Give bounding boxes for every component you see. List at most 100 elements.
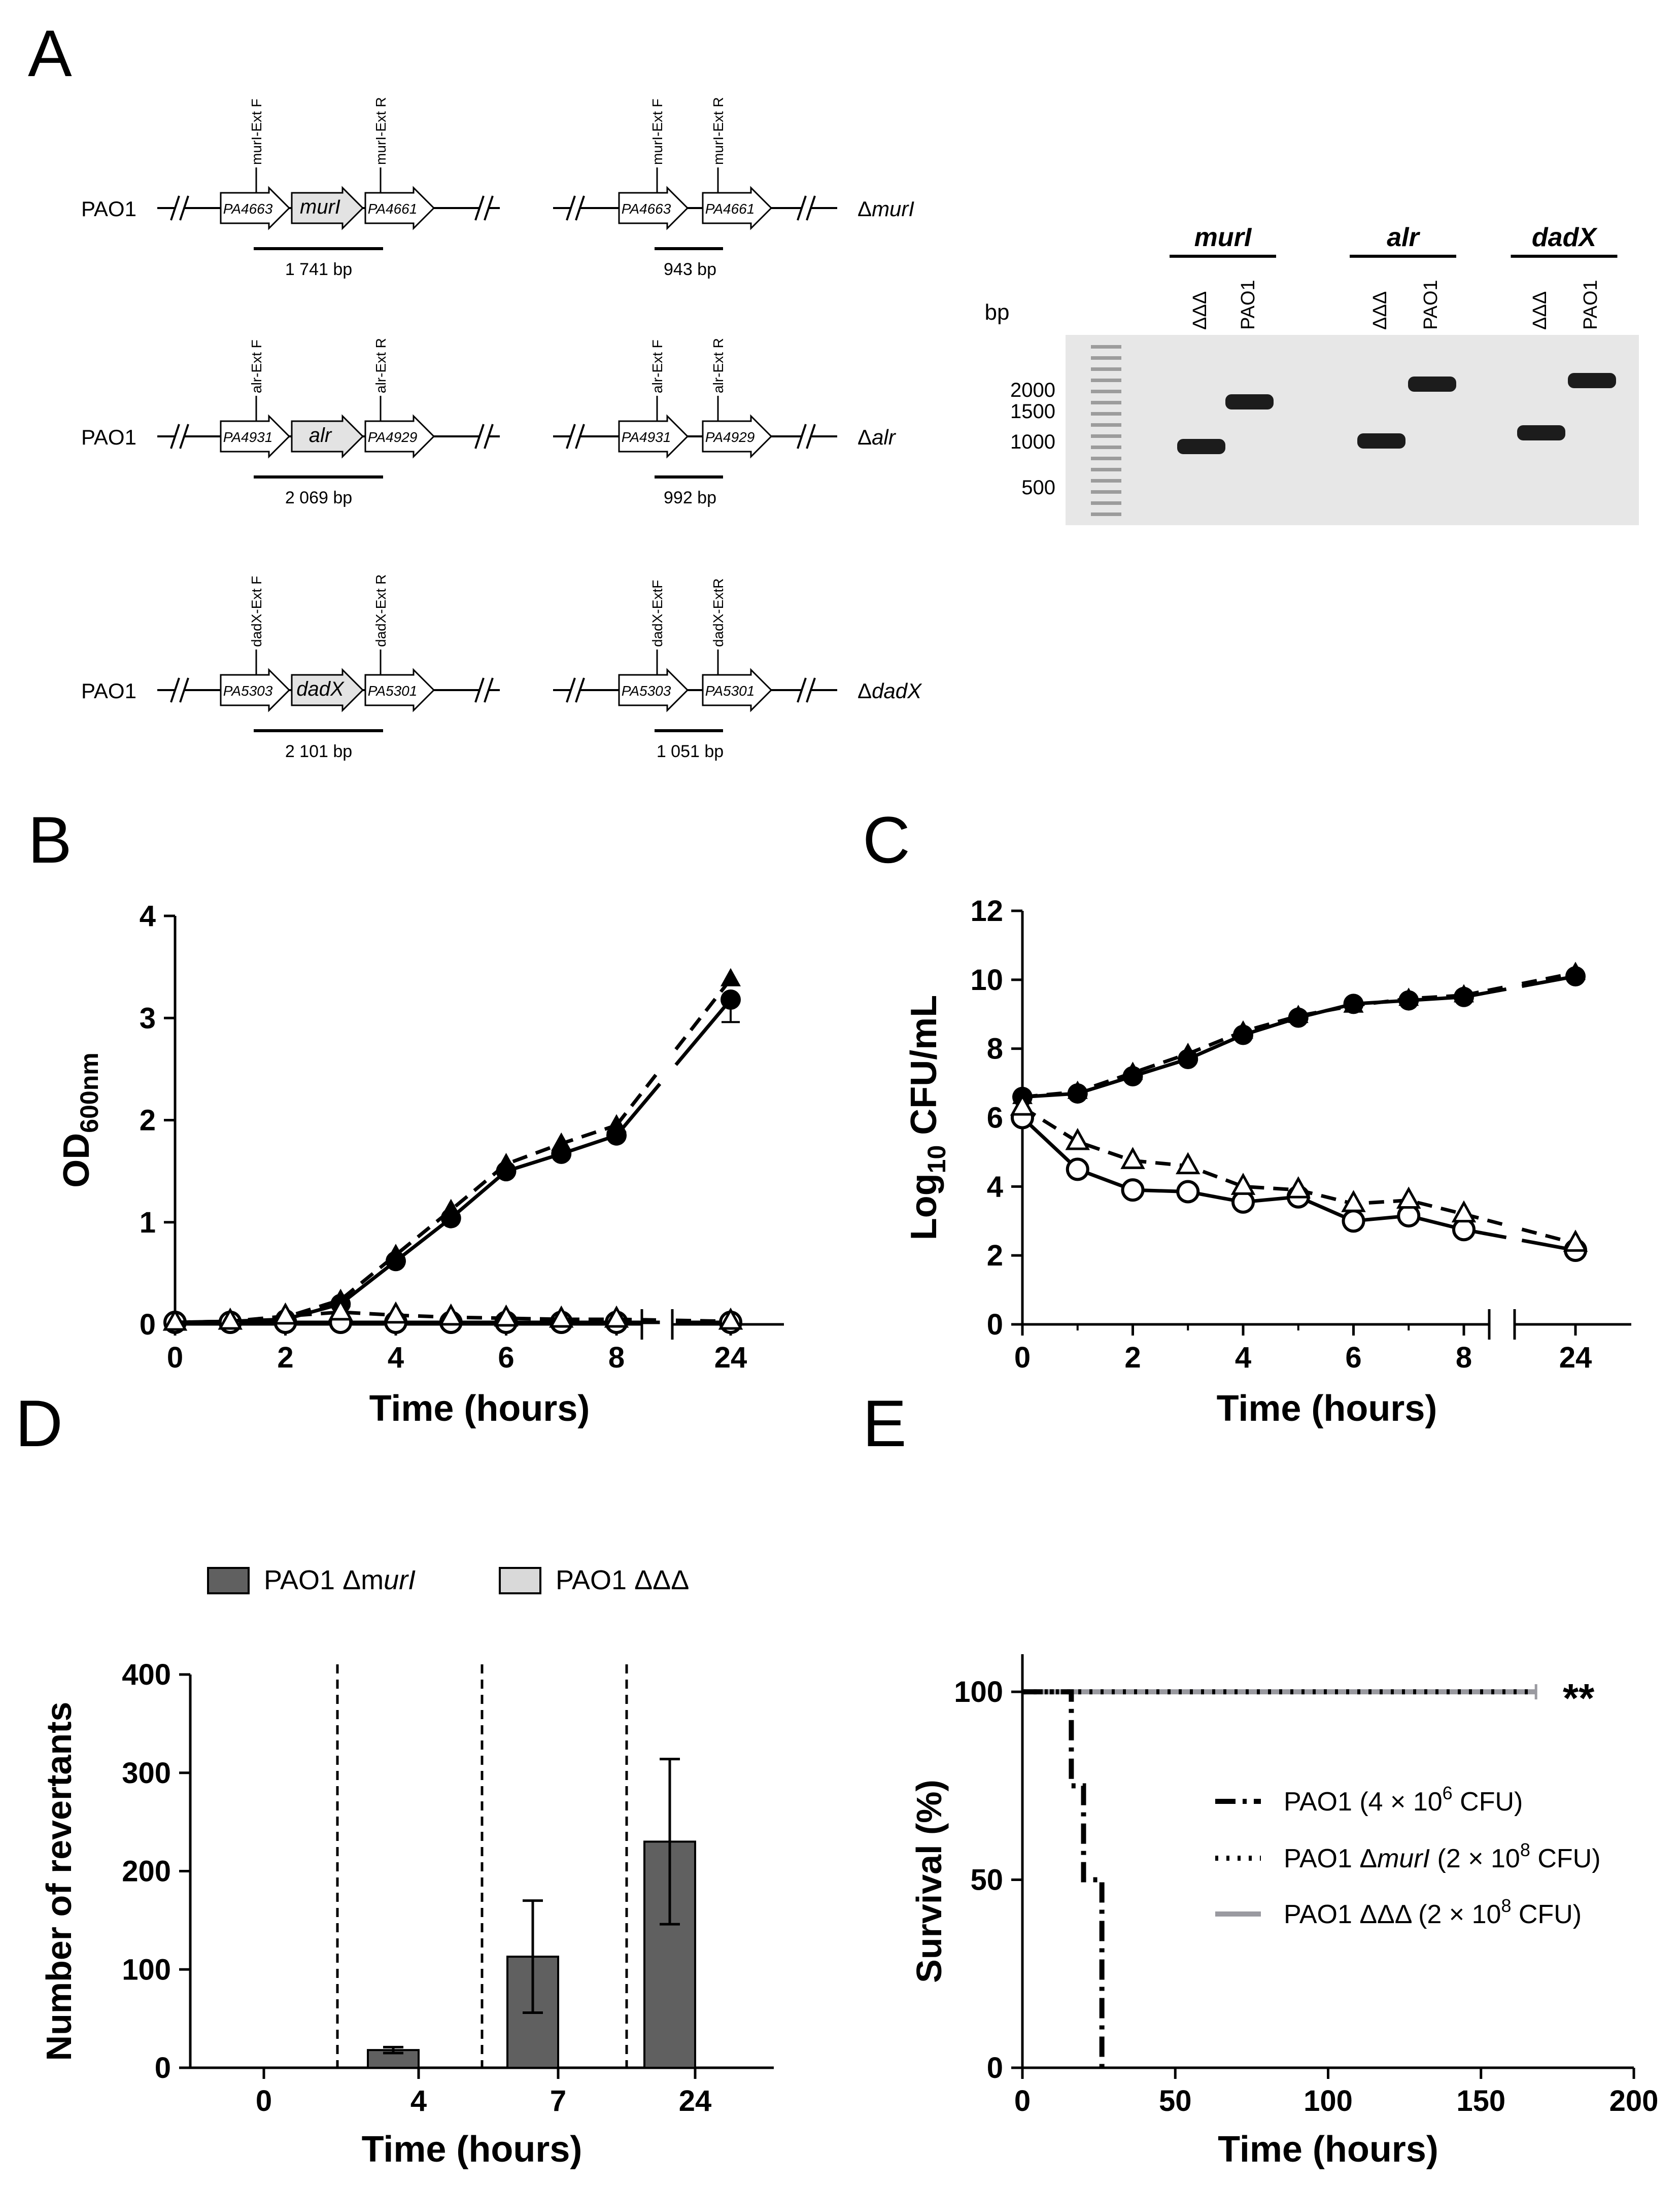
x-tick-label: 7	[550, 2085, 566, 2117]
gel-group-label: alr	[1387, 223, 1420, 252]
x-tick-label: 24	[1559, 1341, 1592, 1374]
break-mark	[806, 195, 816, 221]
panel-label-d: D	[15, 1386, 63, 1460]
mutant-label-gene: murI	[872, 197, 914, 221]
break-mark	[484, 677, 494, 703]
mutant-label: ΔdadX	[858, 679, 922, 703]
gene-arrow-right	[702, 414, 773, 459]
legend-label-superscript: 8	[1520, 1839, 1530, 1860]
data-point	[1178, 1042, 1198, 1061]
data-point	[718, 1307, 743, 1330]
break-mark	[170, 677, 180, 703]
gel-sample-bands	[1177, 373, 1616, 454]
series-line	[1521, 1227, 1576, 1245]
break-mark	[179, 195, 189, 221]
data-point	[1065, 1127, 1090, 1150]
break-mark	[806, 424, 816, 449]
data-point	[330, 1288, 351, 1307]
panel-label-e: E	[863, 1386, 907, 1460]
data-point	[1233, 1020, 1253, 1039]
data-point	[721, 989, 741, 1010]
gene-name: PA4929	[368, 429, 418, 445]
ladder-size-label: 2000	[1010, 379, 1055, 401]
gel-band	[1568, 373, 1616, 388]
y-axis-title: Log10 CFU/mL	[904, 995, 951, 1241]
gene-arrow-left	[618, 414, 689, 459]
data-point	[1452, 1218, 1476, 1242]
x-tick-label: 200	[1609, 2085, 1659, 2117]
series-line	[615, 1082, 662, 1137]
data-point	[162, 1308, 188, 1331]
y-tick-label: 0	[987, 2052, 1003, 2085]
y-axis-title-subscript: 600nm	[75, 1052, 104, 1133]
series-line	[674, 978, 732, 1051]
data-point	[606, 1114, 627, 1133]
y-tick-label: 50	[970, 1864, 1003, 1897]
gel-band	[1177, 439, 1225, 454]
legend-label-italic: urI	[384, 1565, 416, 1595]
gel-lane-label: PAO1	[1238, 280, 1259, 330]
series-line	[1022, 995, 1464, 1099]
series-line	[1463, 985, 1507, 997]
legend-label: PAO1 (4 × 106 CFU)	[1284, 1783, 1523, 1817]
gel-group-label: dadX	[1532, 223, 1598, 252]
break-mark	[474, 677, 485, 703]
primer-label: dadX-ExtF	[649, 580, 665, 647]
gene-name: dadX	[296, 678, 345, 700]
break-mark	[170, 424, 180, 449]
primer-label: murI-Ext F	[649, 98, 665, 165]
panel-label-c: C	[863, 803, 910, 877]
y-tick-label: 0	[987, 1308, 1003, 1341]
gene-arrow-target	[291, 668, 364, 712]
legend-label-superscript: 8	[1501, 1895, 1511, 1916]
ladder-size-label: 500	[1021, 476, 1055, 499]
legend-label-text: CFU)	[1453, 1787, 1523, 1817]
amplicon-size: 943 bp	[664, 260, 716, 279]
y-axis-title-main: Log	[904, 1173, 944, 1240]
x-tick-label: 150	[1456, 2085, 1505, 2117]
x-tick-label: 0	[167, 1341, 183, 1374]
gene-name: PA4929	[705, 429, 755, 445]
data-point	[1121, 1178, 1145, 1202]
mutant-label: Δalr	[858, 425, 897, 449]
y-axis-title: Survival (%)	[909, 1780, 949, 1983]
x-tick-label: 6	[498, 1341, 514, 1374]
ladder-band	[1091, 345, 1121, 349]
gel-bp-label: bp	[985, 300, 1010, 325]
legend-label-text: CFU)	[1530, 1844, 1601, 1873]
x-tick-label: 4	[410, 2085, 427, 2117]
y-tick-label: 4	[140, 900, 156, 933]
data-point	[721, 968, 741, 986]
break-mark	[575, 677, 585, 703]
x-tick-label: 8	[1456, 1341, 1472, 1374]
gene-name: PA5301	[705, 683, 755, 699]
x-tick-label: 2	[277, 1341, 293, 1374]
gel-lane-label: PAO1	[1580, 280, 1601, 330]
break-mark	[575, 424, 585, 449]
data-point	[1396, 1186, 1421, 1209]
data-point	[438, 1303, 463, 1326]
y-tick-label: 6	[987, 1102, 1003, 1135]
gene-construct-diagrams: PAO1 PA4663 murI PA4661 murI-Ext F murI-Ext R…	[81, 97, 922, 761]
gene-name: PA4663	[223, 201, 273, 217]
primer-label: dadX-ExtR	[710, 578, 726, 647]
series-line	[674, 998, 732, 1066]
gene-arrow-right	[702, 186, 773, 230]
legend-label-text: PAO1 Δ	[1284, 1844, 1377, 1873]
gene-name: PA4661	[368, 201, 418, 217]
data-point	[1120, 1147, 1145, 1169]
break-mark	[566, 424, 576, 449]
gene-arrow-left	[618, 186, 689, 230]
primer-label: murI-Ext R	[710, 97, 726, 165]
data-point	[1565, 962, 1586, 980]
data-point	[1342, 1209, 1365, 1233]
y-tick-label: 300	[122, 1757, 171, 1790]
primer-label: alr-Ext R	[710, 338, 726, 393]
y-tick-label: 8	[987, 1033, 1003, 1066]
ladder-size-label: 1000	[1010, 431, 1055, 453]
x-axis-title: Time (hours)	[362, 2129, 582, 2170]
legend-swatch	[499, 1567, 541, 1594]
break-mark	[179, 424, 189, 449]
y-tick-label: 4	[987, 1170, 1003, 1203]
